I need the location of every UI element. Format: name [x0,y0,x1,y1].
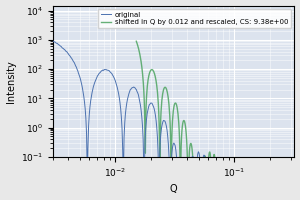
shifted in Q by 0.012 and rescaled, CS: 9.38e+00: (0.015, 900): 9.38e+00: (0.015, 900) [134,40,138,42]
Line: shifted in Q by 0.012 and rescaled, CS: 9.38e+00: shifted in Q by 0.012 and rescaled, CS: … [136,41,293,200]
original [115,84,119,86]
X-axis label: Q: Q [170,184,178,194]
original [161,120,165,123]
Legend: original, shifted in Q by 0.012 and rescaled, CS: 9.38e+00: original, shifted in Q by 0.012 and resc… [98,9,291,28]
Line: original: original [53,41,291,200]
shifted in Q by 0.012 and rescaled, CS: 9.38e+00: (0.0403, 0.0832): 9.38e+00: (0.0403, 0.0832) [186,158,189,160]
Y-axis label: Intensity: Intensity [6,60,16,103]
original [178,180,182,183]
shifted in Q by 0.012 and rescaled, CS: 9.38e+00: (0.0216, 56.7): 9.38e+00: (0.0216, 56.7) [153,75,157,78]
original [192,158,195,161]
original [51,40,55,42]
shifted in Q by 0.012 and rescaled, CS: 9.38e+00: (0.101, 0.00511): 9.38e+00: (0.101, 0.00511) [233,193,237,196]
